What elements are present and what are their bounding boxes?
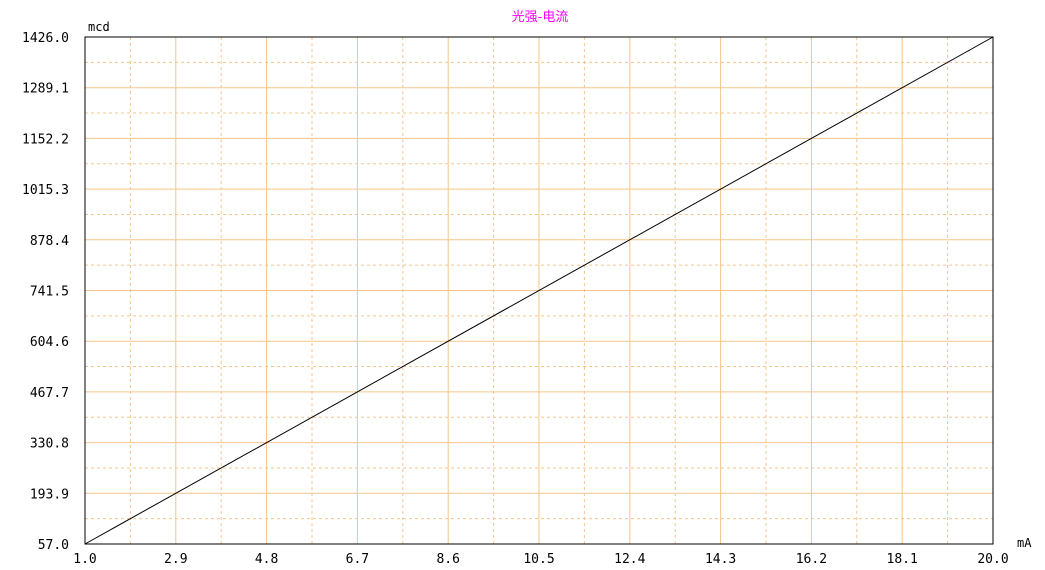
x-tick-label: 10.5 [523,552,554,567]
y-tick-label: 878.4 [30,234,69,249]
series-line [84,36,994,545]
x-tick-label: 4.8 [255,552,278,567]
y-tick-label: 1289.1 [22,82,69,97]
x-tick-label: 12.4 [614,552,645,567]
y-axis-unit: mcd [88,20,110,34]
y-tick-label: 467.7 [30,386,69,401]
y-tick-label: 1015.3 [22,183,69,198]
plot-frame [84,36,994,545]
y-tick-label: 1152.2 [22,132,69,147]
x-axis-unit: mA [1017,536,1032,550]
x-tick-label: 18.1 [887,552,918,567]
x-tick-label: 8.6 [436,552,459,567]
y-tick-label: 741.5 [30,285,69,300]
y-tick-label: 1426.0 [22,31,69,46]
ticks: 1.0 2.9 4.8 6.7 8.6 10.5 12.4 14.3 16.2 18.1 20.0 5… [22,31,1009,567]
y-tick-label: 604.6 [30,335,69,350]
x-tick-label: 14.3 [705,552,736,567]
x-tick-label: 6.7 [346,552,369,567]
grid [85,37,993,544]
chart-title: 光强-电流 [512,10,569,25]
series [84,36,994,545]
y-tick-label: 330.8 [30,437,69,452]
x-tick-label: 1.0 [73,552,96,567]
x-tick-label: 20.0 [977,552,1008,567]
x-tick-label: 2.9 [164,552,187,567]
x-tick-label: 16.2 [796,552,827,567]
y-tick-label: 57.0 [38,538,69,553]
y-tick-label: 193.9 [30,487,69,502]
